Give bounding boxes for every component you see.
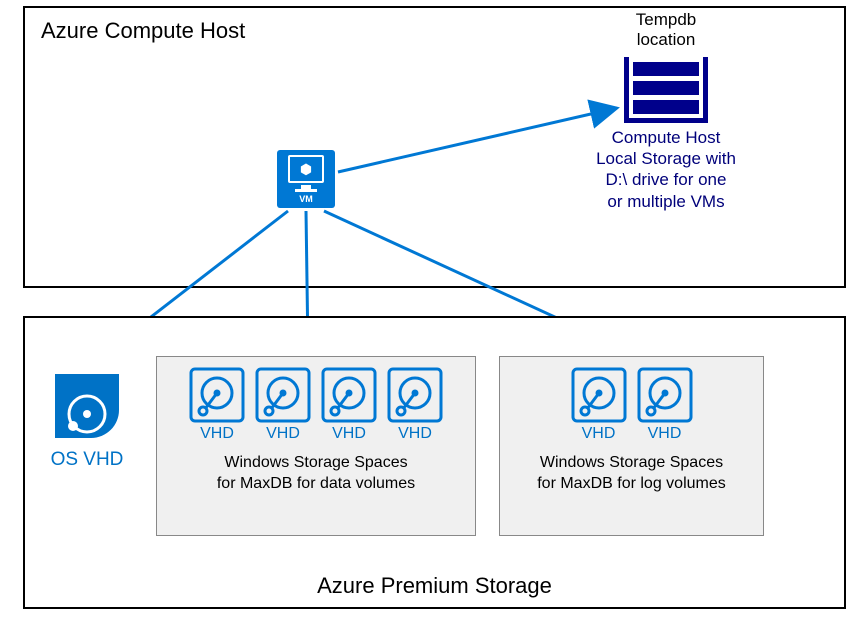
vhd-label: VHD bbox=[200, 425, 234, 443]
vm-icon: ⬢ VM bbox=[277, 150, 335, 208]
tempdb-bottom-label: Compute Host Local Storage with D:\ driv… bbox=[556, 127, 776, 212]
data-disk-row: VHD VHD VHD bbox=[157, 357, 475, 445]
tempdb-top-label: Tempdb location bbox=[556, 10, 776, 51]
vhd-disk: VHD bbox=[387, 367, 443, 443]
vhd-disk: VHD bbox=[571, 367, 627, 443]
os-vhd-label: OS VHD bbox=[45, 449, 129, 471]
disk-icon bbox=[637, 367, 693, 423]
vhd-label: VHD bbox=[266, 425, 300, 443]
bar-icon bbox=[633, 100, 699, 114]
vm-label: VM bbox=[299, 194, 313, 204]
tempdb-block: Tempdb location Compute Host Local Stora… bbox=[556, 10, 776, 212]
data-volumes-box: VHD VHD VHD bbox=[156, 356, 476, 536]
os-vhd-block: OS VHD bbox=[45, 370, 129, 471]
premium-storage-title: Azure Premium Storage bbox=[25, 573, 844, 599]
bar-icon bbox=[633, 81, 699, 95]
vhd-disk: VHD bbox=[255, 367, 311, 443]
vhd-label: VHD bbox=[648, 425, 682, 443]
disk-icon bbox=[571, 367, 627, 423]
vhd-label: VHD bbox=[332, 425, 366, 443]
log-disk-row: VHD VHD bbox=[500, 357, 763, 445]
log-volumes-caption: Windows Storage Spaces for MaxDB for log… bbox=[500, 445, 763, 505]
log-volumes-box: VHD VHD Windows Storage Spaces for MaxDB… bbox=[499, 356, 764, 536]
vhd-label: VHD bbox=[398, 425, 432, 443]
disk-icon bbox=[321, 367, 377, 423]
vhd-disk: VHD bbox=[321, 367, 377, 443]
disk-icon bbox=[387, 367, 443, 423]
tempdb-storage-icon bbox=[624, 57, 708, 123]
vhd-label: VHD bbox=[582, 425, 616, 443]
vm-base bbox=[295, 189, 317, 192]
bar-icon bbox=[633, 62, 699, 76]
vhd-disk: VHD bbox=[189, 367, 245, 443]
vm-screen-icon: ⬢ bbox=[288, 155, 324, 183]
data-volumes-caption: Windows Storage Spaces for MaxDB for dat… bbox=[157, 445, 475, 505]
os-vhd-icon bbox=[51, 370, 123, 442]
vhd-disk: VHD bbox=[637, 367, 693, 443]
disk-icon bbox=[189, 367, 245, 423]
cube-icon: ⬢ bbox=[300, 162, 312, 176]
disk-icon bbox=[255, 367, 311, 423]
compute-host-title: Azure Compute Host bbox=[41, 18, 245, 44]
